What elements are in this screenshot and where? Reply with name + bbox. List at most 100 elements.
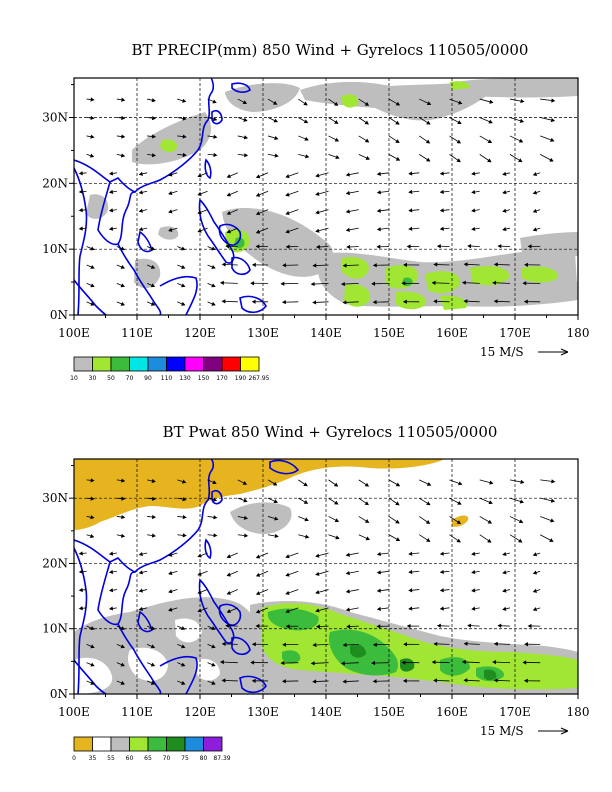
colorbar-swatch <box>110 356 130 372</box>
wind-vector-head <box>255 211 261 216</box>
wind-vector-head <box>408 208 413 213</box>
wind-vector-head <box>120 680 125 685</box>
wind-vector-head <box>303 500 309 504</box>
wind-vector-head <box>121 514 126 520</box>
wind-vector-head <box>439 551 444 556</box>
wind-vector-head <box>242 100 248 104</box>
wind-vector-head <box>456 158 461 163</box>
wind-vector-head <box>226 210 231 215</box>
colorbar-label: 80 <box>200 755 208 762</box>
wind-vector-head <box>463 678 468 683</box>
wind-vector-head <box>226 572 231 577</box>
wind-vector-head <box>463 641 468 646</box>
wind-vector-head <box>243 135 248 140</box>
wind-vector-head <box>408 189 413 195</box>
wind-vector-head <box>226 590 231 595</box>
wind-vector-head <box>522 660 527 665</box>
y-tick-label: 20N <box>42 176 68 190</box>
wind-vector-head <box>376 606 381 611</box>
wind-vector-head <box>197 590 202 595</box>
wind-vector-head <box>151 478 156 484</box>
wind-vector-head <box>151 496 157 501</box>
wind-vector-head <box>150 301 156 306</box>
wind-vector-head <box>425 520 431 524</box>
wind-vector-head <box>285 229 290 234</box>
wind-vector-head <box>471 208 476 213</box>
x-tick-label: 150E <box>373 326 405 340</box>
wind-vector-head <box>527 244 532 249</box>
wind-vector-head <box>376 227 381 232</box>
wind-vector-head <box>518 519 524 524</box>
wind-vector-head <box>90 496 95 501</box>
wind-vector-head <box>90 115 95 121</box>
wind-vector-head <box>120 246 125 251</box>
wind-vector-head <box>90 246 95 251</box>
wind-vector-head <box>456 139 462 144</box>
x-tick-label: 160E <box>436 326 468 340</box>
wind-vector-head <box>274 153 279 158</box>
wind-vector-head <box>346 244 351 250</box>
wind-vector-head <box>250 281 255 286</box>
wind-vector-head <box>182 497 187 502</box>
wind-vector-head <box>549 157 554 162</box>
wind-vector-head <box>255 192 261 197</box>
wind-vector-head <box>433 678 438 683</box>
wind-vector-head <box>305 154 310 159</box>
wind-vector-head <box>138 551 143 557</box>
wind-vector-head <box>395 120 400 125</box>
wind-vector-head <box>471 569 476 575</box>
wind-vector-head <box>408 226 413 231</box>
colorbar-label: 30 <box>89 375 97 382</box>
wind-vector-head <box>342 263 347 268</box>
colorbar-label: 60 <box>126 755 134 762</box>
wind-vector-head <box>168 570 173 576</box>
wind-vector-head <box>364 101 370 106</box>
wind-vector-head <box>78 171 83 176</box>
wind-vector-head <box>493 262 498 267</box>
wind-vector-head <box>333 482 339 487</box>
wind-vector-head <box>395 519 400 524</box>
wind-vector-head <box>426 482 432 486</box>
wind-vector-head <box>522 281 527 286</box>
wind-vector-head <box>532 227 538 232</box>
x-tick-label: 100E <box>58 326 90 340</box>
wind-vector-head <box>550 498 556 503</box>
wind-vector-head <box>402 299 407 304</box>
chart-title: BT Pwat 850 Wind + Gyrelocs 110505/0000 <box>163 423 498 441</box>
colorbar-label: 35 <box>89 755 97 762</box>
wind-vector-head <box>312 642 317 648</box>
wind-vector-head <box>168 190 173 195</box>
wind-vector-head <box>334 137 340 142</box>
colorbar-label: 90 <box>144 375 152 382</box>
wind-vector-head <box>489 480 494 485</box>
wind-vector-head <box>197 228 202 233</box>
wind-vector-head <box>471 551 476 556</box>
wind-vector-head <box>108 551 114 556</box>
wind-vector-head <box>365 536 370 541</box>
colorbar-label: 10 <box>70 375 78 382</box>
wind-vector-head <box>211 264 216 269</box>
wind-vector-head <box>121 134 126 139</box>
wind-vector-head <box>151 134 157 139</box>
wind-vector-head <box>345 172 350 177</box>
wind-vector-head <box>502 570 507 575</box>
x-tick-label: 120E <box>184 705 216 719</box>
wind-vector-head <box>471 226 476 231</box>
wind-vector-head <box>310 281 315 287</box>
wind-vector-head <box>151 514 157 520</box>
wind-vector-head <box>403 642 408 647</box>
wind-vector-head <box>364 519 370 523</box>
wind-vector-head <box>255 572 261 577</box>
wind-vector-head <box>182 533 187 538</box>
wind-vector-head <box>426 157 431 162</box>
wind-vector-head <box>226 554 231 559</box>
wind-vector-head <box>251 299 256 304</box>
wind-vector-head <box>281 679 286 684</box>
wind-vector-head <box>197 553 202 558</box>
wind-vector-head <box>120 153 126 158</box>
wind-vector-head <box>315 608 320 613</box>
wind-vector-head <box>334 120 339 124</box>
colorbar-swatch <box>92 356 112 372</box>
wind-vector-head <box>364 120 369 125</box>
wind-vector-head <box>532 208 538 213</box>
